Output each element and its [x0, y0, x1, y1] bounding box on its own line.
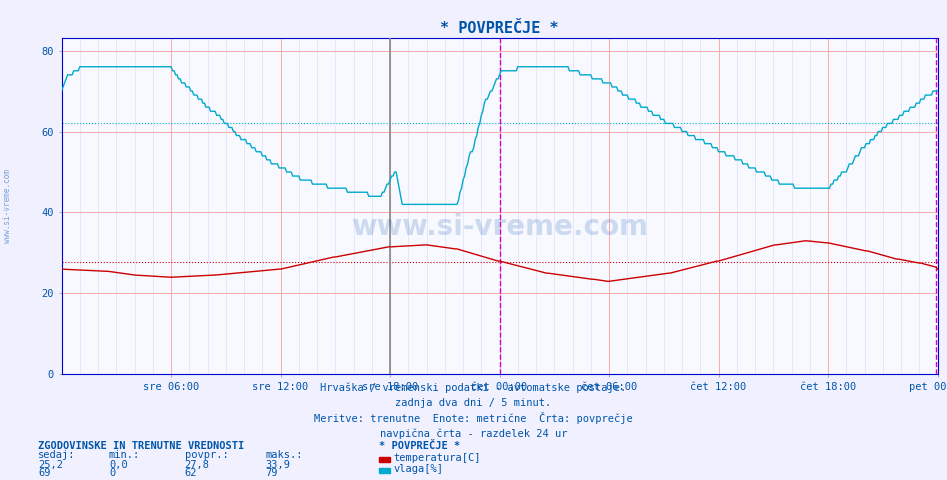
Text: povpr.:: povpr.:	[185, 450, 228, 460]
Text: www.si-vreme.com: www.si-vreme.com	[351, 213, 648, 240]
Text: navpična črta - razdelek 24 ur: navpična črta - razdelek 24 ur	[380, 428, 567, 439]
Text: 25,2: 25,2	[38, 460, 63, 470]
Text: * POVPREČJE *: * POVPREČJE *	[379, 441, 460, 451]
Text: min.:: min.:	[109, 450, 140, 460]
Text: 33,9: 33,9	[265, 460, 290, 470]
Text: temperatura[C]: temperatura[C]	[393, 453, 480, 463]
Text: vlaga[%]: vlaga[%]	[393, 464, 443, 474]
Text: 69: 69	[38, 468, 50, 478]
Text: zadnja dva dni / 5 minut.: zadnja dva dni / 5 minut.	[396, 397, 551, 408]
Text: Hrvaška / vremenski podatki - avtomatske postaje.: Hrvaška / vremenski podatki - avtomatske…	[320, 383, 627, 393]
Text: 27,8: 27,8	[185, 460, 209, 470]
Text: 62: 62	[185, 468, 197, 478]
Text: 79: 79	[265, 468, 277, 478]
Text: www.si-vreme.com: www.si-vreme.com	[3, 169, 12, 243]
Text: maks.:: maks.:	[265, 450, 303, 460]
Text: ZGODOVINSKE IN TRENUTNE VREDNOSTI: ZGODOVINSKE IN TRENUTNE VREDNOSTI	[38, 441, 244, 451]
Text: 0: 0	[109, 468, 116, 478]
Title: * POVPREČJE *: * POVPREČJE *	[440, 21, 559, 36]
Text: sedaj:: sedaj:	[38, 450, 76, 460]
Text: 0,0: 0,0	[109, 460, 128, 470]
Text: Meritve: trenutne  Enote: metrične  Črta: povprečje: Meritve: trenutne Enote: metrične Črta: …	[314, 412, 633, 424]
